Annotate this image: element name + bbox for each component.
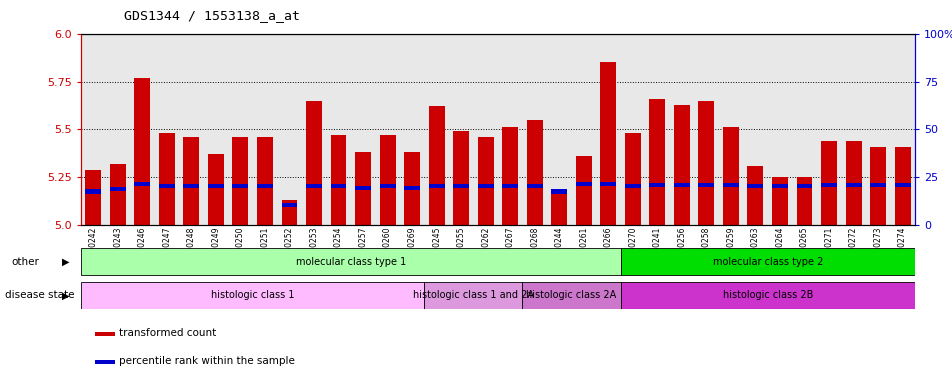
Bar — [208, 154, 224, 225]
Bar — [81, 248, 620, 275]
Text: histologic class 1: histologic class 1 — [210, 290, 294, 300]
Bar — [257, 184, 272, 188]
Bar — [673, 183, 689, 187]
Bar — [502, 184, 518, 188]
Text: transformed count: transformed count — [119, 328, 216, 338]
Bar — [550, 189, 566, 194]
Bar — [330, 135, 347, 225]
Bar — [232, 137, 248, 225]
Bar — [428, 184, 445, 188]
Bar — [673, 105, 689, 225]
Bar — [600, 182, 616, 186]
Bar — [648, 99, 664, 225]
Bar — [575, 156, 591, 225]
Bar — [844, 141, 861, 225]
Bar — [796, 177, 812, 225]
Text: histologic class 2A: histologic class 2A — [526, 290, 616, 300]
Text: GDS1344 / 1553138_a_at: GDS1344 / 1553138_a_at — [124, 9, 300, 22]
Bar — [281, 200, 297, 225]
Bar — [355, 186, 370, 190]
Bar — [620, 282, 914, 309]
Text: other: other — [11, 257, 39, 267]
Bar — [894, 147, 909, 225]
Text: ▶: ▶ — [62, 291, 69, 300]
Text: ▶: ▶ — [62, 257, 69, 267]
Bar — [746, 166, 763, 225]
Bar — [379, 184, 395, 188]
Text: molecular class type 1: molecular class type 1 — [295, 256, 406, 267]
Bar — [453, 184, 468, 188]
Bar — [894, 183, 909, 187]
Bar — [600, 63, 616, 225]
Text: molecular class type 2: molecular class type 2 — [712, 256, 822, 267]
Bar — [379, 135, 395, 225]
Bar — [502, 128, 518, 225]
Bar — [424, 282, 522, 309]
Bar — [183, 137, 199, 225]
Bar — [404, 186, 420, 190]
Bar — [109, 164, 126, 225]
Bar — [477, 137, 493, 225]
Bar — [81, 282, 424, 309]
Bar — [330, 184, 347, 188]
Bar — [355, 152, 370, 225]
Bar — [698, 101, 714, 225]
Bar — [648, 183, 664, 187]
Bar — [844, 183, 861, 187]
Bar — [796, 184, 812, 188]
Bar — [620, 248, 914, 275]
Bar — [821, 141, 836, 225]
Bar — [869, 183, 885, 187]
Bar — [428, 106, 445, 225]
Bar — [869, 147, 885, 225]
Bar — [404, 152, 420, 225]
Bar — [723, 183, 738, 187]
Bar — [281, 203, 297, 207]
Text: disease state: disease state — [5, 291, 74, 300]
Bar — [550, 190, 566, 225]
Bar — [159, 133, 174, 225]
Bar — [821, 183, 836, 187]
Bar — [723, 128, 738, 225]
Bar — [625, 133, 640, 225]
Bar — [306, 184, 322, 188]
Bar — [526, 120, 542, 225]
Bar — [86, 170, 101, 225]
Bar — [183, 184, 199, 188]
Text: histologic class 2B: histologic class 2B — [722, 290, 812, 300]
Bar — [86, 189, 101, 194]
Bar — [522, 282, 620, 309]
Bar — [134, 182, 150, 186]
Bar — [771, 184, 787, 188]
Bar — [134, 78, 150, 225]
Bar — [625, 184, 640, 188]
Bar — [746, 184, 763, 188]
Bar — [232, 184, 248, 188]
Bar — [575, 182, 591, 186]
Bar — [159, 184, 174, 188]
Bar — [477, 184, 493, 188]
Bar — [771, 177, 787, 225]
Bar — [698, 183, 714, 187]
Text: histologic class 1 and 2A: histologic class 1 and 2A — [412, 290, 533, 300]
Bar — [208, 184, 224, 188]
Bar — [306, 101, 322, 225]
Bar — [526, 184, 542, 188]
Bar — [453, 131, 468, 225]
Bar — [109, 186, 126, 191]
Bar — [257, 137, 272, 225]
Text: percentile rank within the sample: percentile rank within the sample — [119, 356, 295, 366]
